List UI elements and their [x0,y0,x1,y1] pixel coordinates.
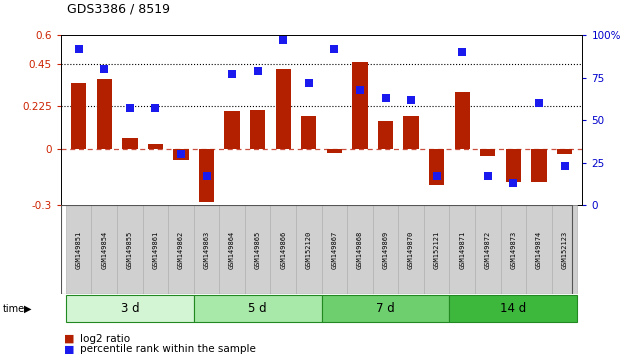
Text: GSM149855: GSM149855 [127,230,133,269]
Bar [276,69,291,149]
Text: GSM149870: GSM149870 [408,230,414,269]
Bar [557,149,572,154]
Bar [148,144,163,149]
Text: GSM149871: GSM149871 [460,230,465,269]
Text: GSM149862: GSM149862 [178,230,184,269]
Text: GSM149851: GSM149851 [76,230,82,269]
Bar [500,205,526,294]
Text: GDS3386 / 8519: GDS3386 / 8519 [67,3,170,16]
Text: GSM149868: GSM149868 [357,230,363,269]
Text: GSM149867: GSM149867 [332,230,337,269]
Text: 5 d: 5 d [248,302,267,315]
Bar [322,295,449,322]
Bar [66,205,92,294]
Bar [403,116,419,149]
Bar [449,295,577,322]
Bar [301,116,317,149]
Bar [322,205,347,294]
Bar [480,149,495,156]
Bar [66,295,194,322]
Bar [552,205,577,294]
Bar [122,138,138,149]
Bar [117,205,143,294]
Text: time: time [3,304,26,314]
Bar [168,205,194,294]
Text: ■: ■ [64,344,74,354]
Text: GSM149869: GSM149869 [383,230,388,269]
Text: log2 ratio: log2 ratio [80,334,130,344]
Text: GSM152120: GSM152120 [306,230,312,269]
Bar [296,205,322,294]
Bar [326,149,342,153]
Bar [454,92,470,149]
Bar [194,205,220,294]
Bar [398,205,424,294]
Bar [194,295,322,322]
Bar [97,79,112,149]
Text: GSM149864: GSM149864 [229,230,235,269]
Bar [225,111,240,149]
Bar [271,205,296,294]
Bar [143,205,168,294]
Text: GSM149874: GSM149874 [536,230,542,269]
Bar [220,205,245,294]
Text: GSM149861: GSM149861 [152,230,159,269]
Text: GSM152123: GSM152123 [561,230,568,269]
Text: 7 d: 7 d [376,302,395,315]
Bar [245,205,271,294]
Text: GSM149865: GSM149865 [255,230,260,269]
Bar [347,205,372,294]
Text: GSM149863: GSM149863 [204,230,209,269]
Bar [526,205,552,294]
Bar [506,149,521,182]
Text: GSM149854: GSM149854 [101,230,108,269]
Bar [372,205,398,294]
Bar [424,205,449,294]
Text: ▶: ▶ [24,304,32,314]
Bar [449,205,475,294]
Bar [352,62,367,149]
Bar [71,82,86,149]
Bar [92,205,117,294]
Text: percentile rank within the sample: percentile rank within the sample [80,344,256,354]
Text: GSM152121: GSM152121 [434,230,440,269]
Text: 14 d: 14 d [500,302,527,315]
Text: 3 d: 3 d [120,302,139,315]
Text: ■: ■ [64,334,74,344]
Text: GSM149873: GSM149873 [510,230,516,269]
Bar [250,110,266,149]
Bar [378,121,393,149]
Bar [531,149,547,182]
Bar [199,149,214,201]
Bar [173,149,189,160]
Bar [475,205,500,294]
Text: GSM149866: GSM149866 [280,230,286,269]
Text: GSM149872: GSM149872 [484,230,491,269]
Bar [429,149,444,184]
